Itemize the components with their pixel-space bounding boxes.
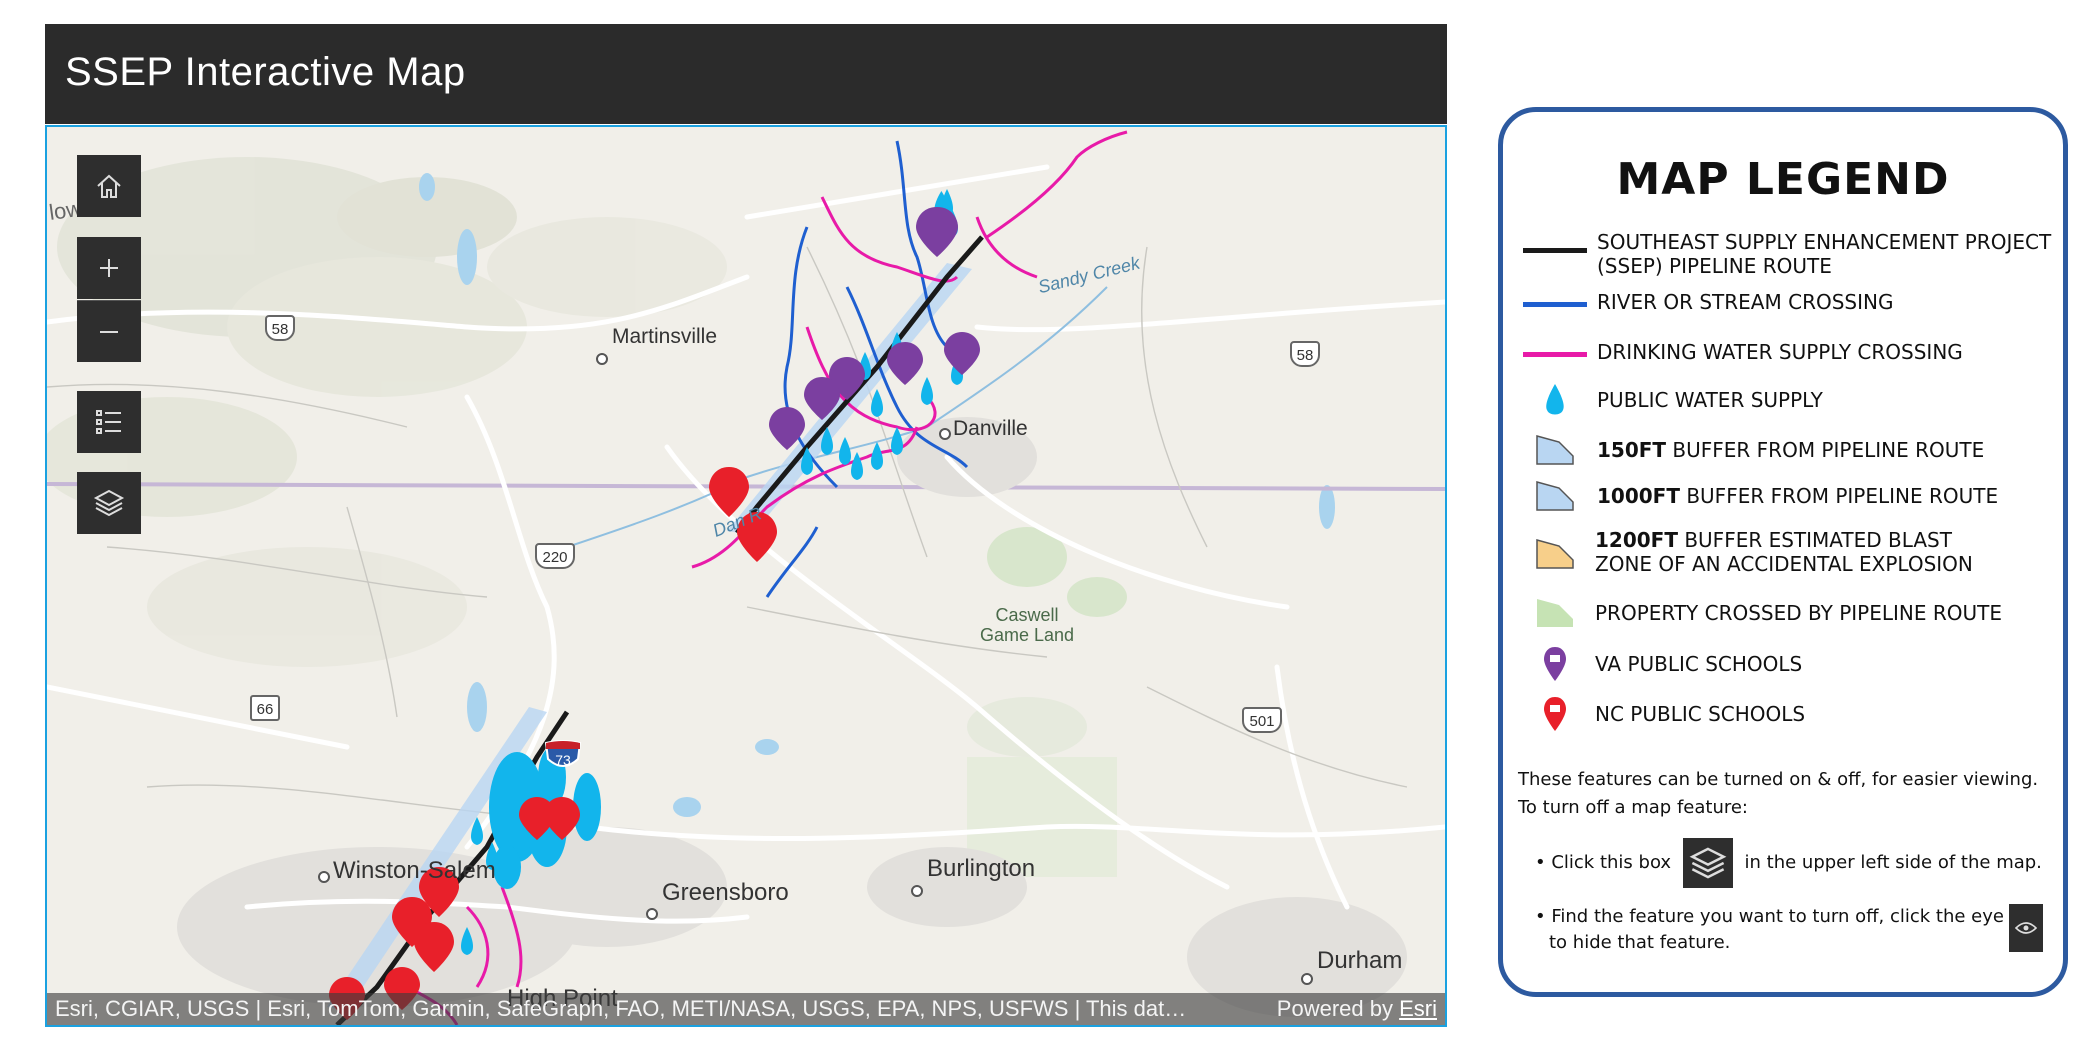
river-line-icon (1523, 302, 1587, 307)
legend-label-pipeline: SOUTHEAST SUPPLY ENHANCEMENT PROJECT (SS… (1597, 230, 2052, 278)
legend-text-150ft: BUFFER FROM PIPELINE ROUTE (1666, 438, 1985, 462)
legend-bold-1000ft: 1000FT (1597, 484, 1680, 508)
us-501-shield: 501 (1242, 707, 1282, 733)
water-drops (461, 189, 963, 955)
label-greensboro: Greensboro (662, 879, 789, 906)
legend-step-1: • Click this box in the upper left side … (1535, 838, 2042, 888)
esri-link[interactable]: Esri (1399, 996, 1437, 1021)
list-icon (96, 410, 121, 434)
legend-label-property: PROPERTY CROSSED BY PIPELINE ROUTE (1595, 601, 2003, 625)
urban-areas (177, 417, 1407, 1017)
buffer-150-icon (1536, 435, 1574, 465)
pipeline-route (735, 235, 984, 535)
legend-label-1000ft: 1000FT BUFFER FROM PIPELINE ROUTE (1597, 484, 1998, 508)
legend-label-va-schools: VA PUBLIC SCHOOLS (1595, 652, 1803, 676)
layers-icon (93, 489, 125, 517)
layers-icon-sample (1682, 838, 1733, 888)
eye-icon (2015, 922, 2037, 934)
plus-icon (100, 259, 118, 277)
legend-step-2: • Find the feature you want to turn off,… (1535, 904, 2015, 956)
pipeline-line-icon (1523, 248, 1587, 253)
water-drop-icon (1546, 384, 1564, 415)
legend-title: MAP LEGEND (1616, 154, 1950, 205)
home-icon (97, 174, 121, 198)
legend-step-1-a: • Click this box (1535, 852, 1672, 873)
attribution-bar: Esri, CGIAR, USGS | Esri, TomTom, Garmin… (47, 993, 1445, 1025)
legend-label-150ft: 150FT BUFFER FROM PIPELINE ROUTE (1597, 438, 1984, 462)
va-school-icon (1544, 647, 1566, 681)
legend-bold-1200ft: 1200FT (1595, 528, 1678, 552)
map-legend: MAP LEGEND SOUTHEAST SUPPLY ENHANCEMENT … (1498, 107, 2068, 997)
legend-note-1: These features can be turned on & off, f… (1518, 769, 2039, 790)
property-icon (1537, 599, 1573, 627)
label-game-land: Game Land (979, 625, 1075, 645)
label-danville: Danville (953, 417, 1028, 440)
buffer-1000-icon (1536, 481, 1574, 511)
us-58-east-shield: 58 (1290, 341, 1320, 367)
legend-bold-150ft: 150FT (1597, 438, 1667, 462)
label-durham: Durham (1317, 947, 1403, 974)
map-app: SSEP Interactive Map (45, 24, 1447, 1027)
legend-item-pipeline: SOUTHEAST SUPPLY ENHANCEMENT PROJECT (SS… (1521, 230, 2061, 280)
label-caswell: Caswell (995, 605, 1059, 625)
legend-label-nc-schools: NC PUBLIC SCHOOLS (1595, 702, 1806, 726)
us-58-west-shield: 58 (265, 315, 295, 341)
legend-text-1000ft: BUFFER FROM PIPELINE ROUTE (1679, 484, 1999, 508)
label-martinsville: Martinsville (612, 325, 718, 348)
dan-river (566, 286, 1108, 548)
powered-by: Powered by Esri (1277, 993, 1437, 1025)
legend-note-2: To turn off a map feature: (1518, 797, 1749, 818)
drinking-water-line-icon (1523, 352, 1587, 357)
home-button[interactable] (77, 155, 141, 217)
zoom-in-button[interactable] (77, 237, 141, 299)
nc-school-icon (1544, 697, 1566, 731)
legend-label-drinking-water: DRINKING WATER SUPPLY CROSSING (1597, 340, 1963, 364)
zoom-out-button[interactable] (77, 300, 141, 362)
nc-66-shield: 66 (250, 695, 280, 721)
nc-school-markers (329, 467, 777, 1020)
lakes (419, 173, 1335, 817)
attribution-text[interactable]: Esri, CGIAR, USGS | Esri, TomTom, Garmin… (55, 996, 1187, 1021)
i-73-shield: 73 (544, 740, 582, 768)
legend-step-1-b: in the upper left side of the map. (1744, 852, 2042, 873)
minus-icon (100, 330, 118, 333)
us-220-shield: 220 (535, 543, 575, 569)
label-winston-salem: Winston-Salem (333, 857, 496, 884)
label-caswell-game-land: Caswell Game Land (967, 605, 1087, 645)
basemap[interactable] (47, 127, 1445, 1025)
map-view[interactable]: Martinsville Danville Winston-Salem Gree… (45, 125, 1447, 1027)
legend-label-1200ft: 1200FT BUFFER ESTIMATED BLAST ZONE OF AN… (1595, 528, 2015, 576)
app-header: SSEP Interactive Map (45, 24, 1447, 124)
va-school-markers (769, 207, 980, 450)
roads (47, 164, 1445, 924)
legend-button[interactable] (77, 391, 141, 453)
label-burlington: Burlington (927, 855, 1036, 882)
legend-step-2-b: to hide that feature. (1549, 932, 1731, 953)
minor-roads (47, 246, 1408, 818)
powered-by-text: Powered by (1276, 996, 1393, 1021)
legend-label-river: RIVER OR STREAM CROSSING (1597, 290, 1894, 314)
legend-text-1200ft: BUFFER ESTIMATED BLAST ZONE OF AN ACCIDE… (1595, 528, 1973, 576)
layers-button[interactable] (77, 472, 141, 534)
i-73-shield-text: 73 (555, 752, 571, 768)
eye-icon-sample (2009, 904, 2043, 952)
layers-icon (1689, 847, 1727, 879)
city-dots (318, 353, 1313, 985)
legend-step-2-a: • Find the feature you want to turn off,… (1535, 906, 2004, 927)
page-title: SSEP Interactive Map (65, 50, 466, 94)
legend-label-public-water: PUBLIC WATER SUPPLY (1597, 388, 1823, 412)
buffer-1200-icon (1536, 539, 1574, 569)
